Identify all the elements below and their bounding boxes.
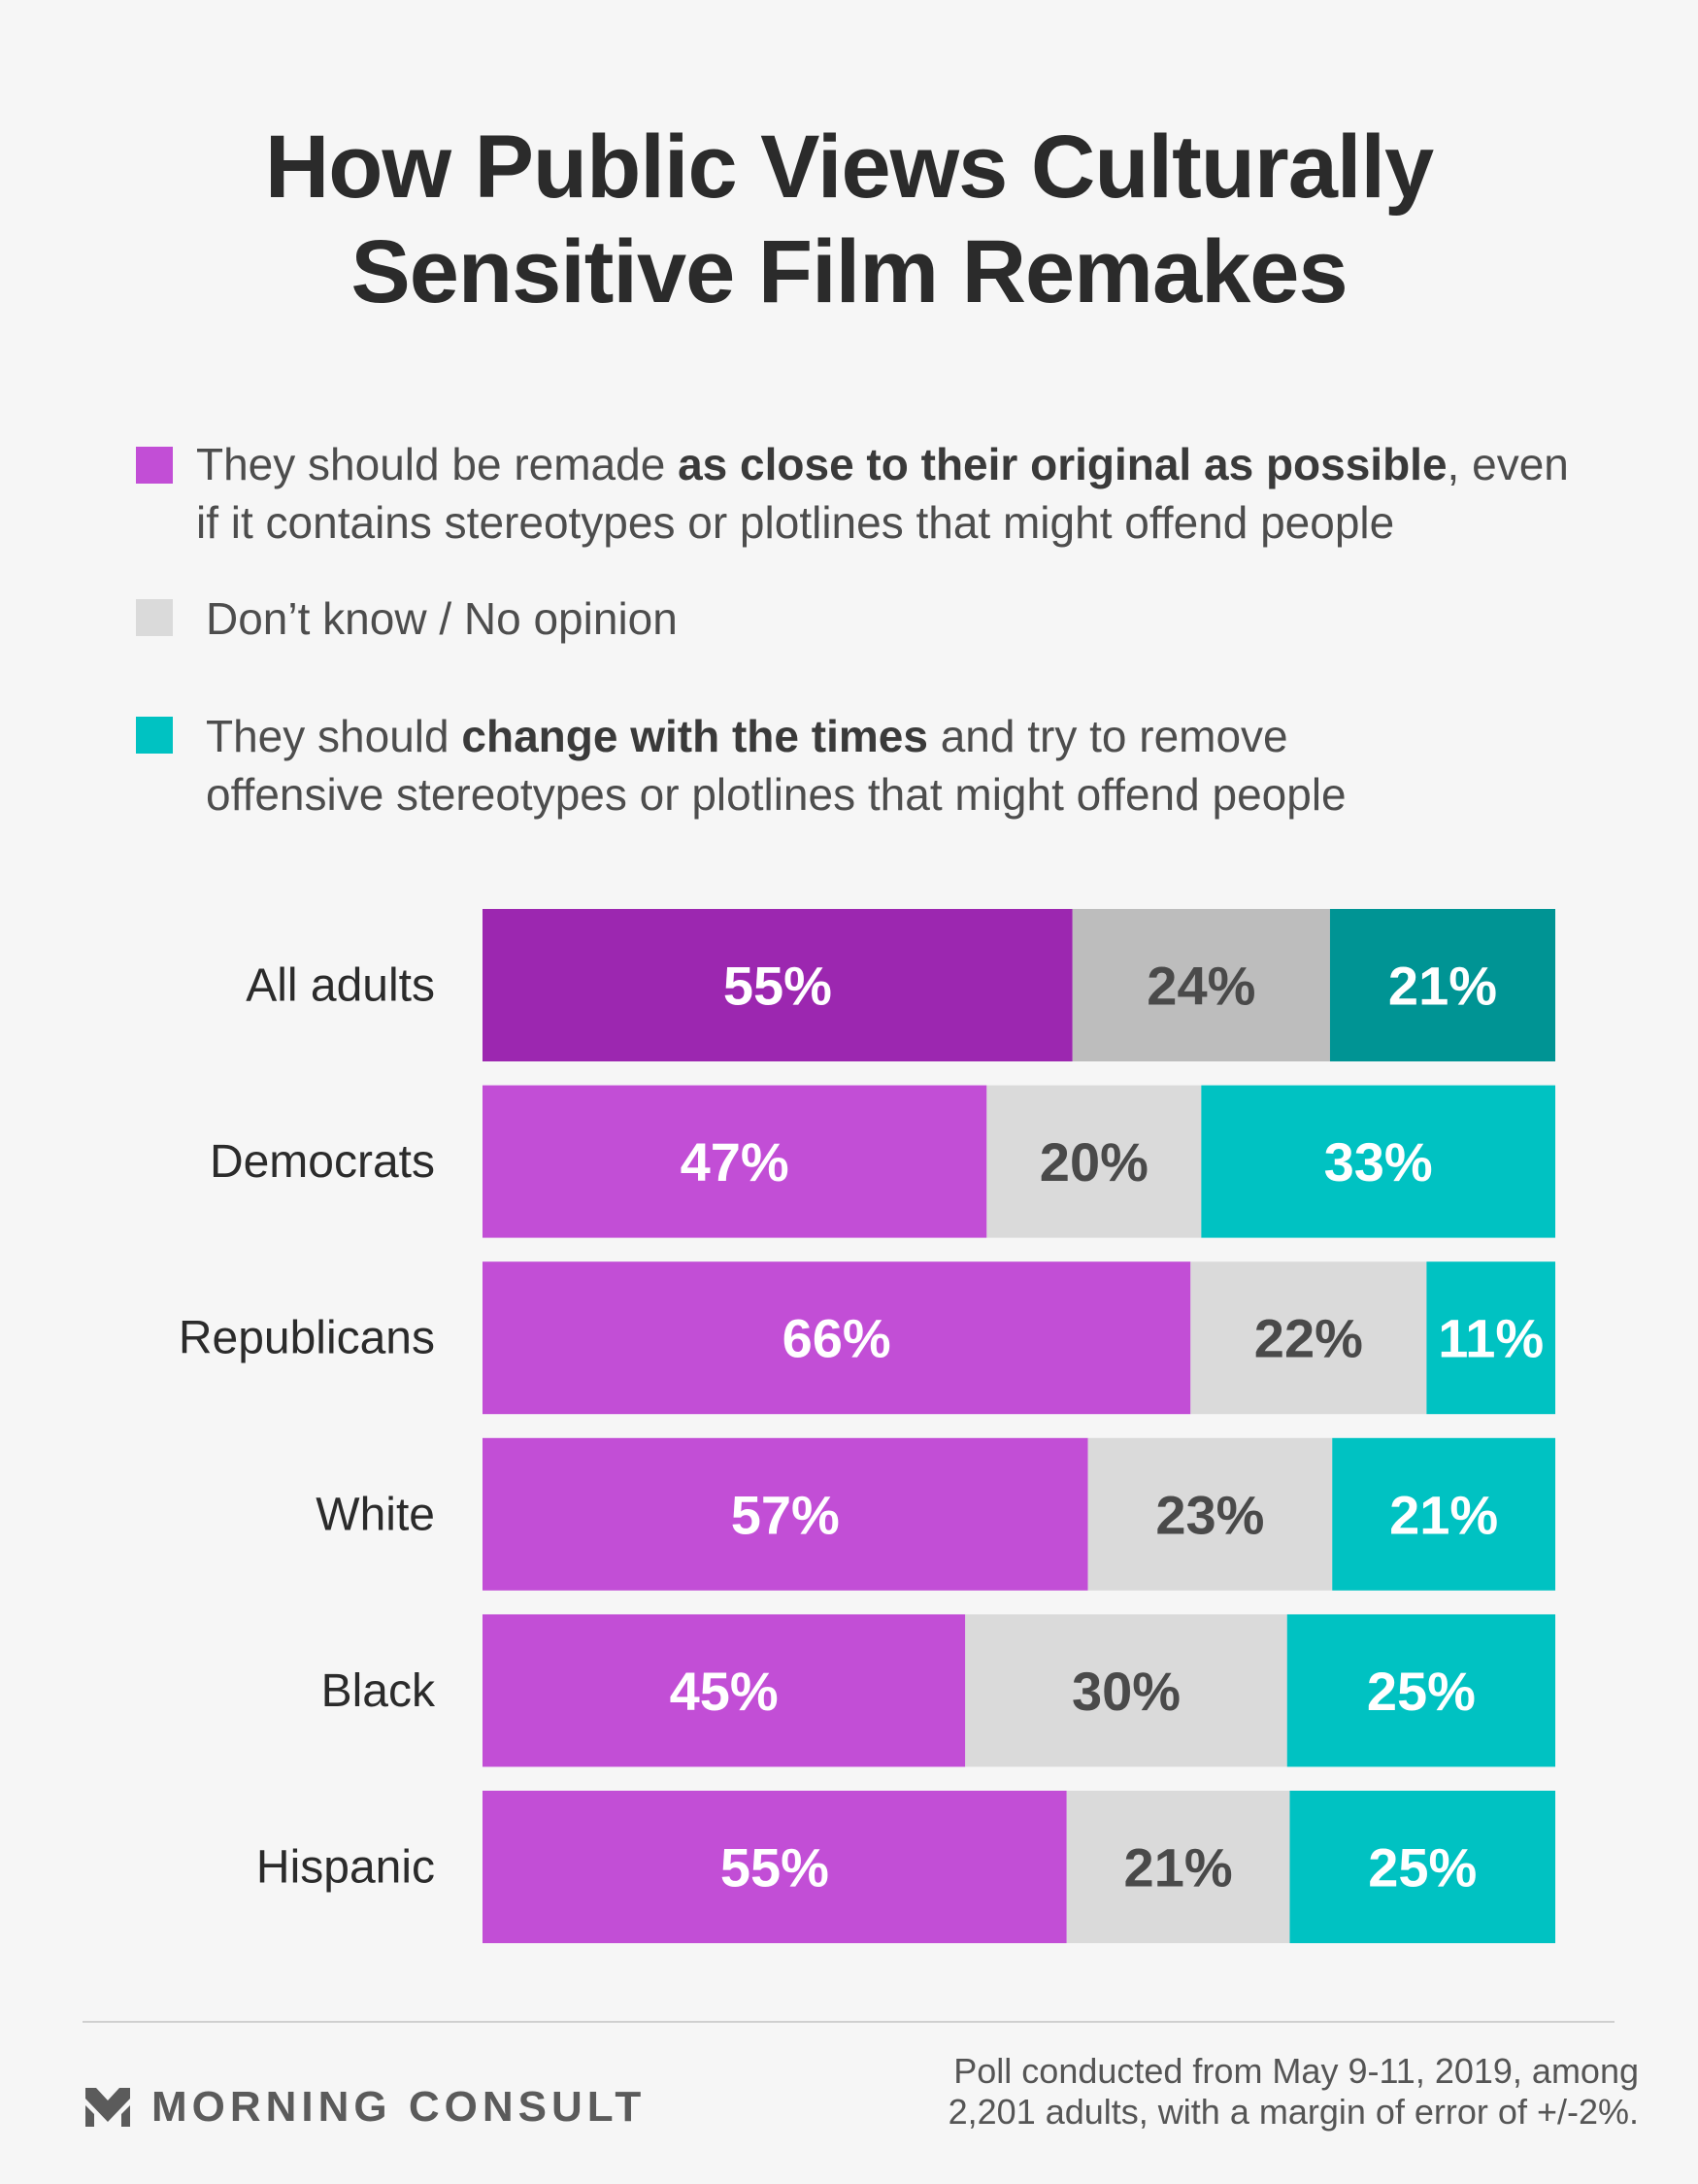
bar-segment-black-2 [965,1614,1287,1767]
morning-consult-m-icon [85,2088,130,2127]
legend-3-pre: They should [206,711,462,761]
bar-segment-hispanic-3 [1289,1791,1555,1943]
data-label-hispanic-2: 21% [1124,1837,1233,1898]
morning-consult-logo: MORNING CONSULT [85,2078,646,2136]
data-label-democrats-3: 33% [1324,1131,1433,1193]
legend-3-post: and try to remove [927,711,1288,761]
data-label-republicans-2: 22% [1254,1308,1363,1369]
legend-swatch-dont-know [136,599,173,636]
data-label-black-1: 45% [670,1661,779,1722]
data-label-republicans-1: 66% [782,1308,891,1369]
data-label-democrats-2: 20% [1040,1131,1149,1193]
bar-segment-all-adults-1 [483,909,1073,1061]
category-label-hispanic: Hispanic [256,1842,435,1894]
legend-3-bold: change with the times [461,711,928,761]
bar-segment-all-adults-2 [1072,909,1330,1061]
legend-text-change-with-times: They should change with the times and tr… [206,707,1612,823]
methodology-note: Poll conducted from May 9-11, 2019, amon… [843,2051,1639,2133]
legend-item-remake-as-original: They should be remade as close to their … [136,439,1612,571]
data-label-black-3: 25% [1367,1661,1476,1722]
chart-title-line-1: How Public Views Culturally [264,118,1434,217]
brand-name: MORNING CONSULT [151,2083,647,2131]
legend-1-pre: They should be remade [196,439,679,489]
category-label-republicans: Republicans [179,1313,435,1364]
data-label-white-2: 23% [1155,1484,1264,1545]
bar-segment-democrats-3 [1201,1085,1555,1238]
legend-item-change-with-times: They should change with the times and tr… [136,711,1612,843]
bar-segment-hispanic-2 [1066,1791,1290,1943]
category-label-white: White [316,1489,435,1540]
data-label-white-3: 21% [1389,1484,1498,1545]
category-label-democrats: Democrats [210,1136,435,1188]
legend-text-remake-as-original: They should be remade as close to their … [196,435,1612,552]
bar-segment-black-1 [483,1614,966,1767]
bar-segment-republicans-3 [1426,1261,1555,1415]
legend-swatch-remake-as-original [136,447,173,484]
data-label-white-1: 57% [731,1484,840,1545]
bar-segment-democrats-2 [986,1085,1202,1238]
legend-item-dont-know: Don’t know / No opinion [136,593,1612,657]
legend-2-label: Don’t know / No opinion [206,593,678,644]
bar-segment-republicans-2 [1190,1261,1427,1415]
data-label-democrats-1: 47% [681,1131,789,1193]
legend-swatch-change-with-times [136,717,173,754]
category-label-black: Black [321,1665,436,1717]
bar-segment-white-3 [1332,1437,1555,1591]
legend-text-dont-know: Don’t know / No opinion [206,589,1612,648]
chart-title: How Public Views Culturally Sensitive Fi… [0,115,1698,324]
footer-divider [83,2021,1615,2023]
data-label-all-adults-3: 21% [1388,956,1497,1017]
legend-3-line-2: offensive stereotypes or plotlines that … [206,769,1347,820]
bar-segment-black-3 [1286,1614,1555,1767]
legend-1-line-2: if it contains stereotypes or plotlines … [196,497,1395,548]
data-label-hispanic-1: 55% [720,1837,829,1898]
chart-title-line-2: Sensitive Film Remakes [350,222,1348,321]
data-label-black-2: 30% [1072,1661,1181,1722]
data-label-all-adults-2: 24% [1147,956,1255,1017]
category-label-all-adults: All adults [246,960,435,1012]
bar-segment-white-1 [483,1437,1088,1591]
data-label-all-adults-1: 55% [723,956,832,1017]
methodology-note-line-1: Poll conducted from May 9-11, 2019, amon… [953,2051,1639,2091]
bar-segment-all-adults-3 [1329,909,1555,1061]
bar-segment-white-2 [1087,1437,1333,1591]
methodology-note-line-2: 2,201 adults, with a margin of error of … [948,2092,1639,2132]
data-label-hispanic-3: 25% [1368,1837,1477,1898]
legend-1-bold: as close to their original as possible [678,439,1448,489]
bar-segment-democrats-1 [483,1085,987,1238]
legend-1-post: , even [1447,439,1569,489]
bar-segment-hispanic-1 [483,1791,1067,1943]
bar-segment-republicans-1 [483,1261,1191,1415]
data-label-republicans-3: 11% [1438,1308,1544,1369]
